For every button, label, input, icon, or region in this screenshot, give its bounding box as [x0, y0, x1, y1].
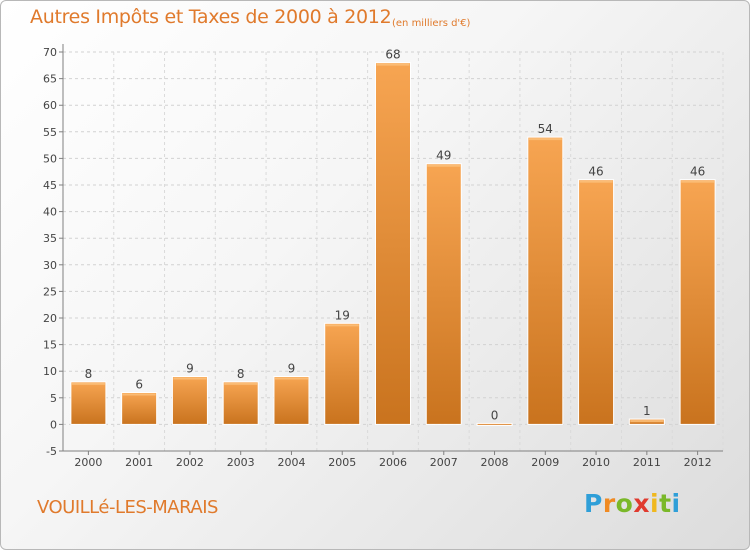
bars: [70, 62, 716, 426]
bar-value-labels: 8 6 9 8 9 19 68 49 0 54 46 1 46: [85, 48, 706, 423]
bar-highlight: [325, 324, 359, 327]
x-tick-label-2005: 2005: [328, 456, 356, 469]
bar-highlight: [681, 180, 715, 183]
value-label-2010: 46: [588, 165, 603, 179]
logo-letter: i: [650, 489, 660, 518]
value-label-2009: 54: [538, 122, 553, 136]
bar-2010: [578, 179, 615, 425]
value-label-2005: 19: [335, 308, 350, 322]
bar-2003: [222, 381, 259, 425]
commune-name: VOUILLé-LES-MARAIS: [37, 497, 218, 518]
y-tick-label: 55: [43, 126, 57, 139]
y-tick-label: 30: [43, 259, 57, 272]
value-label-2004: 9: [288, 362, 296, 376]
bar-2005: [324, 322, 361, 425]
y-tick-label: 70: [43, 46, 57, 59]
y-tick-label: 0: [50, 418, 57, 431]
x-tick-label-2002: 2002: [176, 456, 204, 469]
y-tick-label: 60: [43, 99, 57, 112]
y-tick-label: 45: [43, 179, 57, 192]
bar-highlight: [71, 382, 105, 385]
bar-2007: [425, 163, 462, 425]
chart-title: Autres Impôts et Taxes de 2000 à 2012: [30, 6, 392, 28]
value-label-2011: 1: [643, 404, 651, 418]
value-label-2012: 46: [690, 165, 705, 179]
bar-highlight: [579, 180, 613, 183]
bar-highlight: [274, 377, 308, 380]
value-label-2001: 6: [135, 377, 143, 391]
value-label-2000: 8: [85, 367, 93, 381]
y-tick-label: 35: [43, 232, 57, 245]
value-label-2007: 49: [436, 149, 451, 163]
y-tick-label: 25: [43, 285, 57, 298]
axes: [59, 44, 723, 455]
bar-highlight: [122, 393, 156, 396]
logo-letter: P: [584, 489, 603, 518]
bar-2006: [375, 62, 411, 425]
bar-2012: [679, 179, 716, 425]
bar-highlight: [630, 420, 664, 423]
bar-2004: [273, 376, 310, 425]
x-tick-label-2008: 2008: [481, 456, 509, 469]
value-label-2003: 8: [237, 367, 245, 381]
y-tick-label: 10: [43, 365, 57, 378]
x-tick-label-2007: 2007: [430, 456, 458, 469]
bar-2009: [527, 136, 564, 425]
proxiti-logo[interactable]: Proxiti: [584, 489, 681, 518]
x-tick-label-2003: 2003: [227, 456, 255, 469]
y-tick-labels: -5 0 5 10 15 20 25 30 35 40 45 50 55 60 65 70: [43, 46, 57, 458]
x-tick-label-2001: 2001: [125, 456, 153, 469]
x-tick-label-2010: 2010: [582, 456, 610, 469]
bar-2001: [121, 391, 158, 425]
x-tick-labels: 2000 2001 2002 2003 2004 2005 2006 2007 2008 2009…: [74, 456, 711, 469]
bar-2008: [476, 422, 513, 426]
x-tick-label-2009: 2009: [531, 456, 559, 469]
bar-highlight: [528, 138, 562, 141]
x-tick-label-2000: 2000: [74, 456, 102, 469]
logo-letter: t: [659, 489, 672, 518]
y-tick-label: 5: [50, 392, 57, 405]
logo-letter: i: [671, 489, 681, 518]
x-tick-label-2006: 2006: [379, 456, 407, 469]
y-tick-label: 20: [43, 312, 57, 325]
y-tick-label: 65: [43, 73, 57, 86]
logo-letter: x: [633, 489, 650, 518]
bar-2002: [171, 376, 208, 425]
bar-highlight: [427, 164, 461, 167]
value-label-2008: 0: [491, 408, 499, 422]
logo-letter: o: [615, 489, 634, 518]
logo-letter: r: [602, 489, 616, 518]
bar-2000: [70, 381, 107, 425]
bar-highlight: [376, 63, 410, 66]
value-label-2006: 68: [385, 48, 400, 62]
value-label-2002: 9: [186, 362, 194, 376]
y-tick-label: 50: [43, 152, 57, 165]
y-tick-label: -5: [46, 445, 57, 458]
chart-subtitle: (en milliers d'€): [392, 18, 471, 29]
bar-highlight: [173, 377, 207, 380]
bar-highlight: [224, 382, 258, 385]
x-tick-label-2012: 2012: [684, 456, 712, 469]
y-tick-label: 40: [43, 206, 57, 219]
x-tick-label-2004: 2004: [277, 456, 305, 469]
x-tick-label-2011: 2011: [633, 456, 661, 469]
y-tick-label: 15: [43, 339, 57, 352]
